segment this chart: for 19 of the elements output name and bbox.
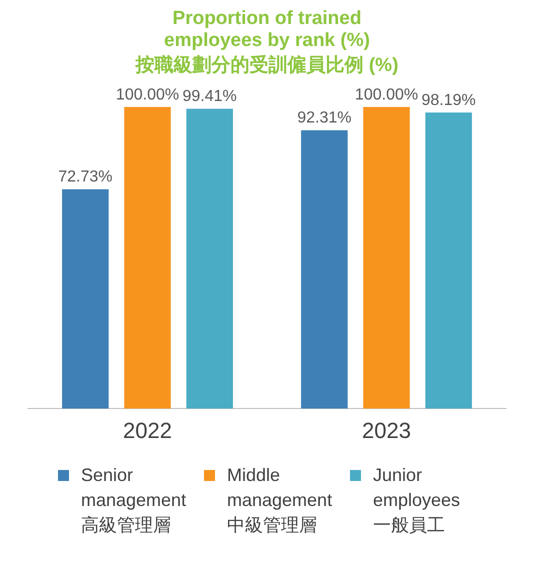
legend-label: Senior management 高級管理層 (81, 464, 186, 537)
legend-label: Middle management 中級管理層 (227, 464, 332, 537)
data-label: 100.00% (354, 86, 418, 104)
data-label: 100.00% (116, 86, 180, 104)
data-label: 98.19% (422, 92, 476, 109)
bar (425, 112, 472, 409)
bar (363, 107, 410, 409)
data-label: 92.31% (297, 110, 352, 127)
chart-subtitle: 按職級劃分的受訓僱員比例 (%) (134, 55, 400, 77)
bar (62, 189, 109, 409)
data-label: 72.73% (58, 168, 112, 186)
bar (301, 130, 348, 409)
x-tick-label: 2022 (123, 418, 172, 443)
bar (186, 108, 233, 409)
legend-label: Junior employees 一般員工 (373, 464, 460, 537)
chart-title: Proportion of trained employees by rank (%) (164, 8, 370, 51)
bar (124, 107, 171, 409)
data-label: 99.41% (182, 88, 237, 106)
x-tick-label: 2023 (362, 418, 411, 443)
